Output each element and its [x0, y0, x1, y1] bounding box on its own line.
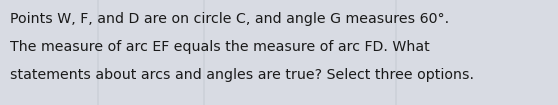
Text: Points W, F, and D are on circle C, and angle G measures 60°.: Points W, F, and D are on circle C, and … [10, 12, 449, 26]
Text: The measure of arc EF equals the measure of arc FD. What: The measure of arc EF equals the measure… [10, 40, 430, 54]
Text: statements about arcs and angles are true? Select three options.: statements about arcs and angles are tru… [10, 68, 474, 82]
